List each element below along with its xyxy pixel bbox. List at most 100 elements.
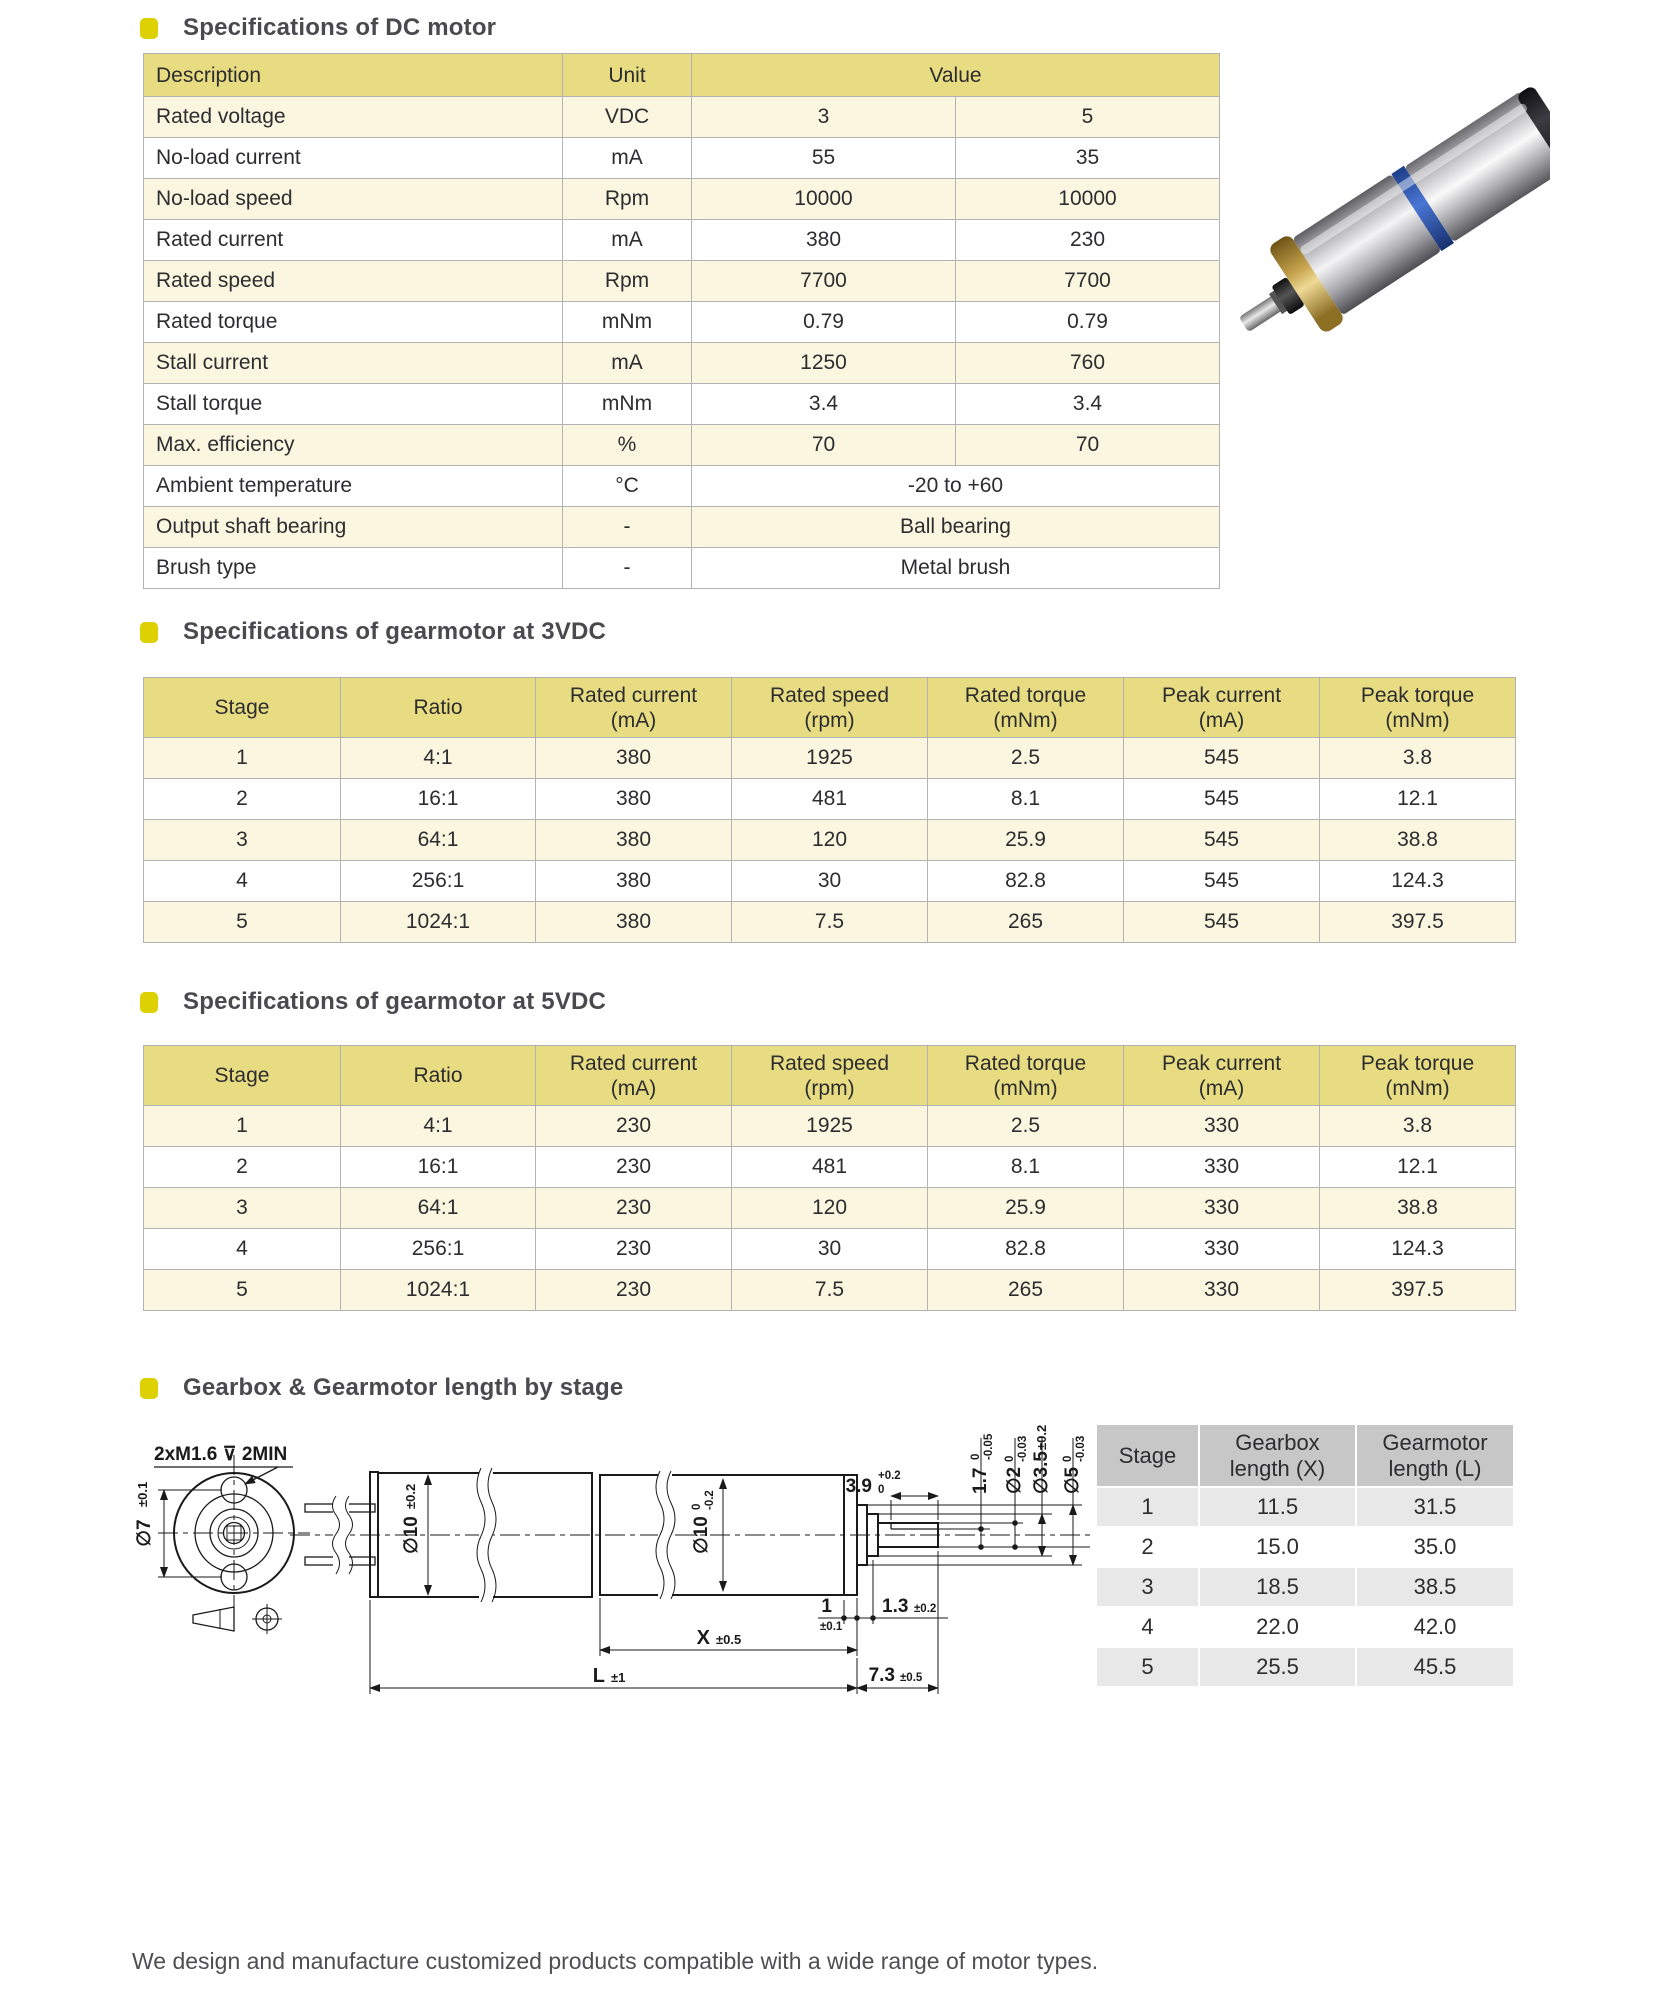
table-cell: 4: [143, 1228, 341, 1270]
dim-tolu-dia2: 0: [1004, 1456, 1016, 1462]
dim-toll-dia2: -0.03: [1017, 1436, 1029, 1462]
table-cell: 10000: [691, 178, 956, 220]
header-cell: Gearbox length (X): [1198, 1423, 1357, 1488]
table-cell: 2.5: [927, 1105, 1124, 1147]
table-cell: 16:1: [340, 778, 536, 820]
header-cell: Rated speed (rpm): [731, 1045, 928, 1106]
table-cell: 8.1: [927, 1146, 1124, 1188]
table-row: Ambient temperature °C -20 to +60: [143, 465, 1220, 507]
table-cell: 38.8: [1319, 1187, 1516, 1229]
table-cell: 1925: [731, 1105, 928, 1147]
dim-tol-1: ±0.1: [820, 1621, 843, 1633]
table-cell: 3.8: [1319, 1105, 1516, 1147]
table-row: 1 4:1 230 1925 2.5 330 3.8: [143, 1105, 1516, 1147]
table-cell: 380: [535, 819, 732, 861]
dim-toll-dia5: -0.03: [1075, 1436, 1087, 1462]
table-cell: 4:1: [340, 737, 536, 779]
table-cell: 481: [731, 778, 928, 820]
dc-motor-spec-table: Description Unit Value Rated voltage VDC 3 5 N…: [143, 53, 1220, 589]
table-cell: 55: [691, 137, 956, 179]
table-cell: 2: [143, 1146, 341, 1188]
g5-table-body: 1 4:1 230 1925 2.5 330 3.8 2 16:1 230 481 8.1 330 12.…: [143, 1105, 1516, 1311]
table-row: Output shaft bearing - Ball bearing: [143, 506, 1220, 548]
header-cell: Unit: [562, 53, 692, 97]
table-row: Description Unit Value: [143, 53, 1220, 97]
table-cell: 2: [1095, 1526, 1200, 1568]
header-cell: Ratio: [340, 677, 536, 738]
header-cell: Ratio: [340, 1045, 536, 1106]
thread-note: 2xM1.6 ⊽ 2MIN: [154, 1444, 287, 1465]
table-row: 1 11.5 31.5: [1095, 1486, 1515, 1528]
table-cell: Ambient temperature: [143, 465, 563, 507]
motor-assembly: [1240, 87, 1550, 332]
header-cell: Gearmotor length (L): [1355, 1423, 1515, 1488]
table-cell: 330: [1123, 1228, 1320, 1270]
header-cell: Peak torque (mNm): [1319, 1045, 1516, 1106]
table-row: 3 64:1 230 120 25.9 330 38.8: [143, 1187, 1516, 1229]
header-cell: Rated torque (mNm): [927, 1045, 1124, 1106]
table-cell: 397.5: [1319, 901, 1516, 943]
table-cell: Max. efficiency: [143, 424, 563, 466]
table-cell: Rated current: [143, 219, 563, 261]
end-cap: [1518, 87, 1550, 167]
table-cell: Rated torque: [143, 301, 563, 343]
table-cell: 3.4: [691, 383, 956, 425]
dim-tol-73: ±0.5: [900, 1672, 923, 1684]
section-length-title: Gearbox & Gearmotor length by stage: [140, 1374, 623, 1402]
table-cell: Rpm: [562, 178, 692, 220]
dim-tolu-dia10-gear: 0: [691, 1504, 703, 1510]
table-cell: 15.0: [1198, 1526, 1357, 1568]
table-cell: 256:1: [340, 1228, 536, 1270]
table-cell: 0.79: [955, 301, 1220, 343]
table-row: Stall torque mNm 3.4 3.4: [143, 383, 1220, 425]
table-cell: 7.5: [731, 901, 928, 943]
table-cell: 1: [1095, 1486, 1200, 1528]
length-table-body: 1 11.5 31.5 2 15.0 35.0 3 18.5 38.5 4 22.0 42.0 5 25.…: [1095, 1486, 1515, 1688]
section-title-text: Specifications of gearmotor at 5VDC: [183, 988, 607, 1015]
table-cell: 64:1: [340, 819, 536, 861]
gearmotor-3vdc-table: Stage Ratio Rated current (mA) Rated speed …: [143, 677, 1516, 943]
section-bullet-icon: [140, 621, 158, 643]
product-photo: [1240, 87, 1550, 332]
table-cell: 0.79: [691, 301, 956, 343]
header-cell: Description: [143, 53, 563, 97]
table-cell: 12.1: [1319, 1146, 1516, 1188]
table-row: 5 25.5 45.5: [1095, 1646, 1515, 1688]
table-cell: Stall torque: [143, 383, 563, 425]
dim-label-dia35: ∅3.5: [1031, 1451, 1052, 1494]
table-cell: 1925: [731, 737, 928, 779]
length-table-header: Stage Gearbox length (X) Gearmotor length …: [1095, 1423, 1515, 1488]
table-cell: 25.9: [927, 1187, 1124, 1229]
table-row: Brush type - Metal brush: [143, 547, 1220, 589]
dim-label-1: 1: [821, 1596, 832, 1617]
header-cell: Stage: [1095, 1423, 1200, 1488]
table-cell: 545: [1123, 901, 1320, 943]
table-cell: 330: [1123, 1146, 1320, 1188]
table-cell: Ball bearing: [691, 506, 1220, 548]
dim-toll-dia10-gear: -0.2: [704, 1490, 716, 1510]
table-cell: 30: [731, 860, 928, 902]
section-g5-title: Specifications of gearmotor at 5VDC: [140, 988, 606, 1016]
table-row: 4 256:1 380 30 82.8 545 124.3: [143, 860, 1516, 902]
table-cell: 3.4: [955, 383, 1220, 425]
table-cell: No-load speed: [143, 178, 563, 220]
table-cell: 265: [927, 901, 1124, 943]
table-row: Stall current mA 1250 760: [143, 342, 1220, 384]
table-cell: mA: [562, 219, 692, 261]
table-row: 2 16:1 380 481 8.1 545 12.1: [143, 778, 1516, 820]
table-cell: Output shaft bearing: [143, 506, 563, 548]
section-dc-motor-title: Specifications of DC motor: [140, 14, 496, 42]
table-cell: 1250: [691, 342, 956, 384]
dim-label-dia2: ∅2: [1004, 1467, 1025, 1494]
table-cell: 230: [535, 1269, 732, 1311]
table-cell: Rated speed: [143, 260, 563, 302]
dim-toll-39: 0: [878, 1484, 884, 1496]
table-cell: 82.8: [927, 1228, 1124, 1270]
table-cell: 3: [691, 96, 956, 138]
g3-table-header: Stage Ratio Rated current (mA) Rated speed …: [143, 677, 1516, 738]
gearmotor-5vdc-table: Stage Ratio Rated current (mA) Rated speed …: [143, 1045, 1516, 1311]
table-cell: 35: [955, 137, 1220, 179]
table-cell: 330: [1123, 1105, 1320, 1147]
table-row: 3 18.5 38.5: [1095, 1566, 1515, 1608]
